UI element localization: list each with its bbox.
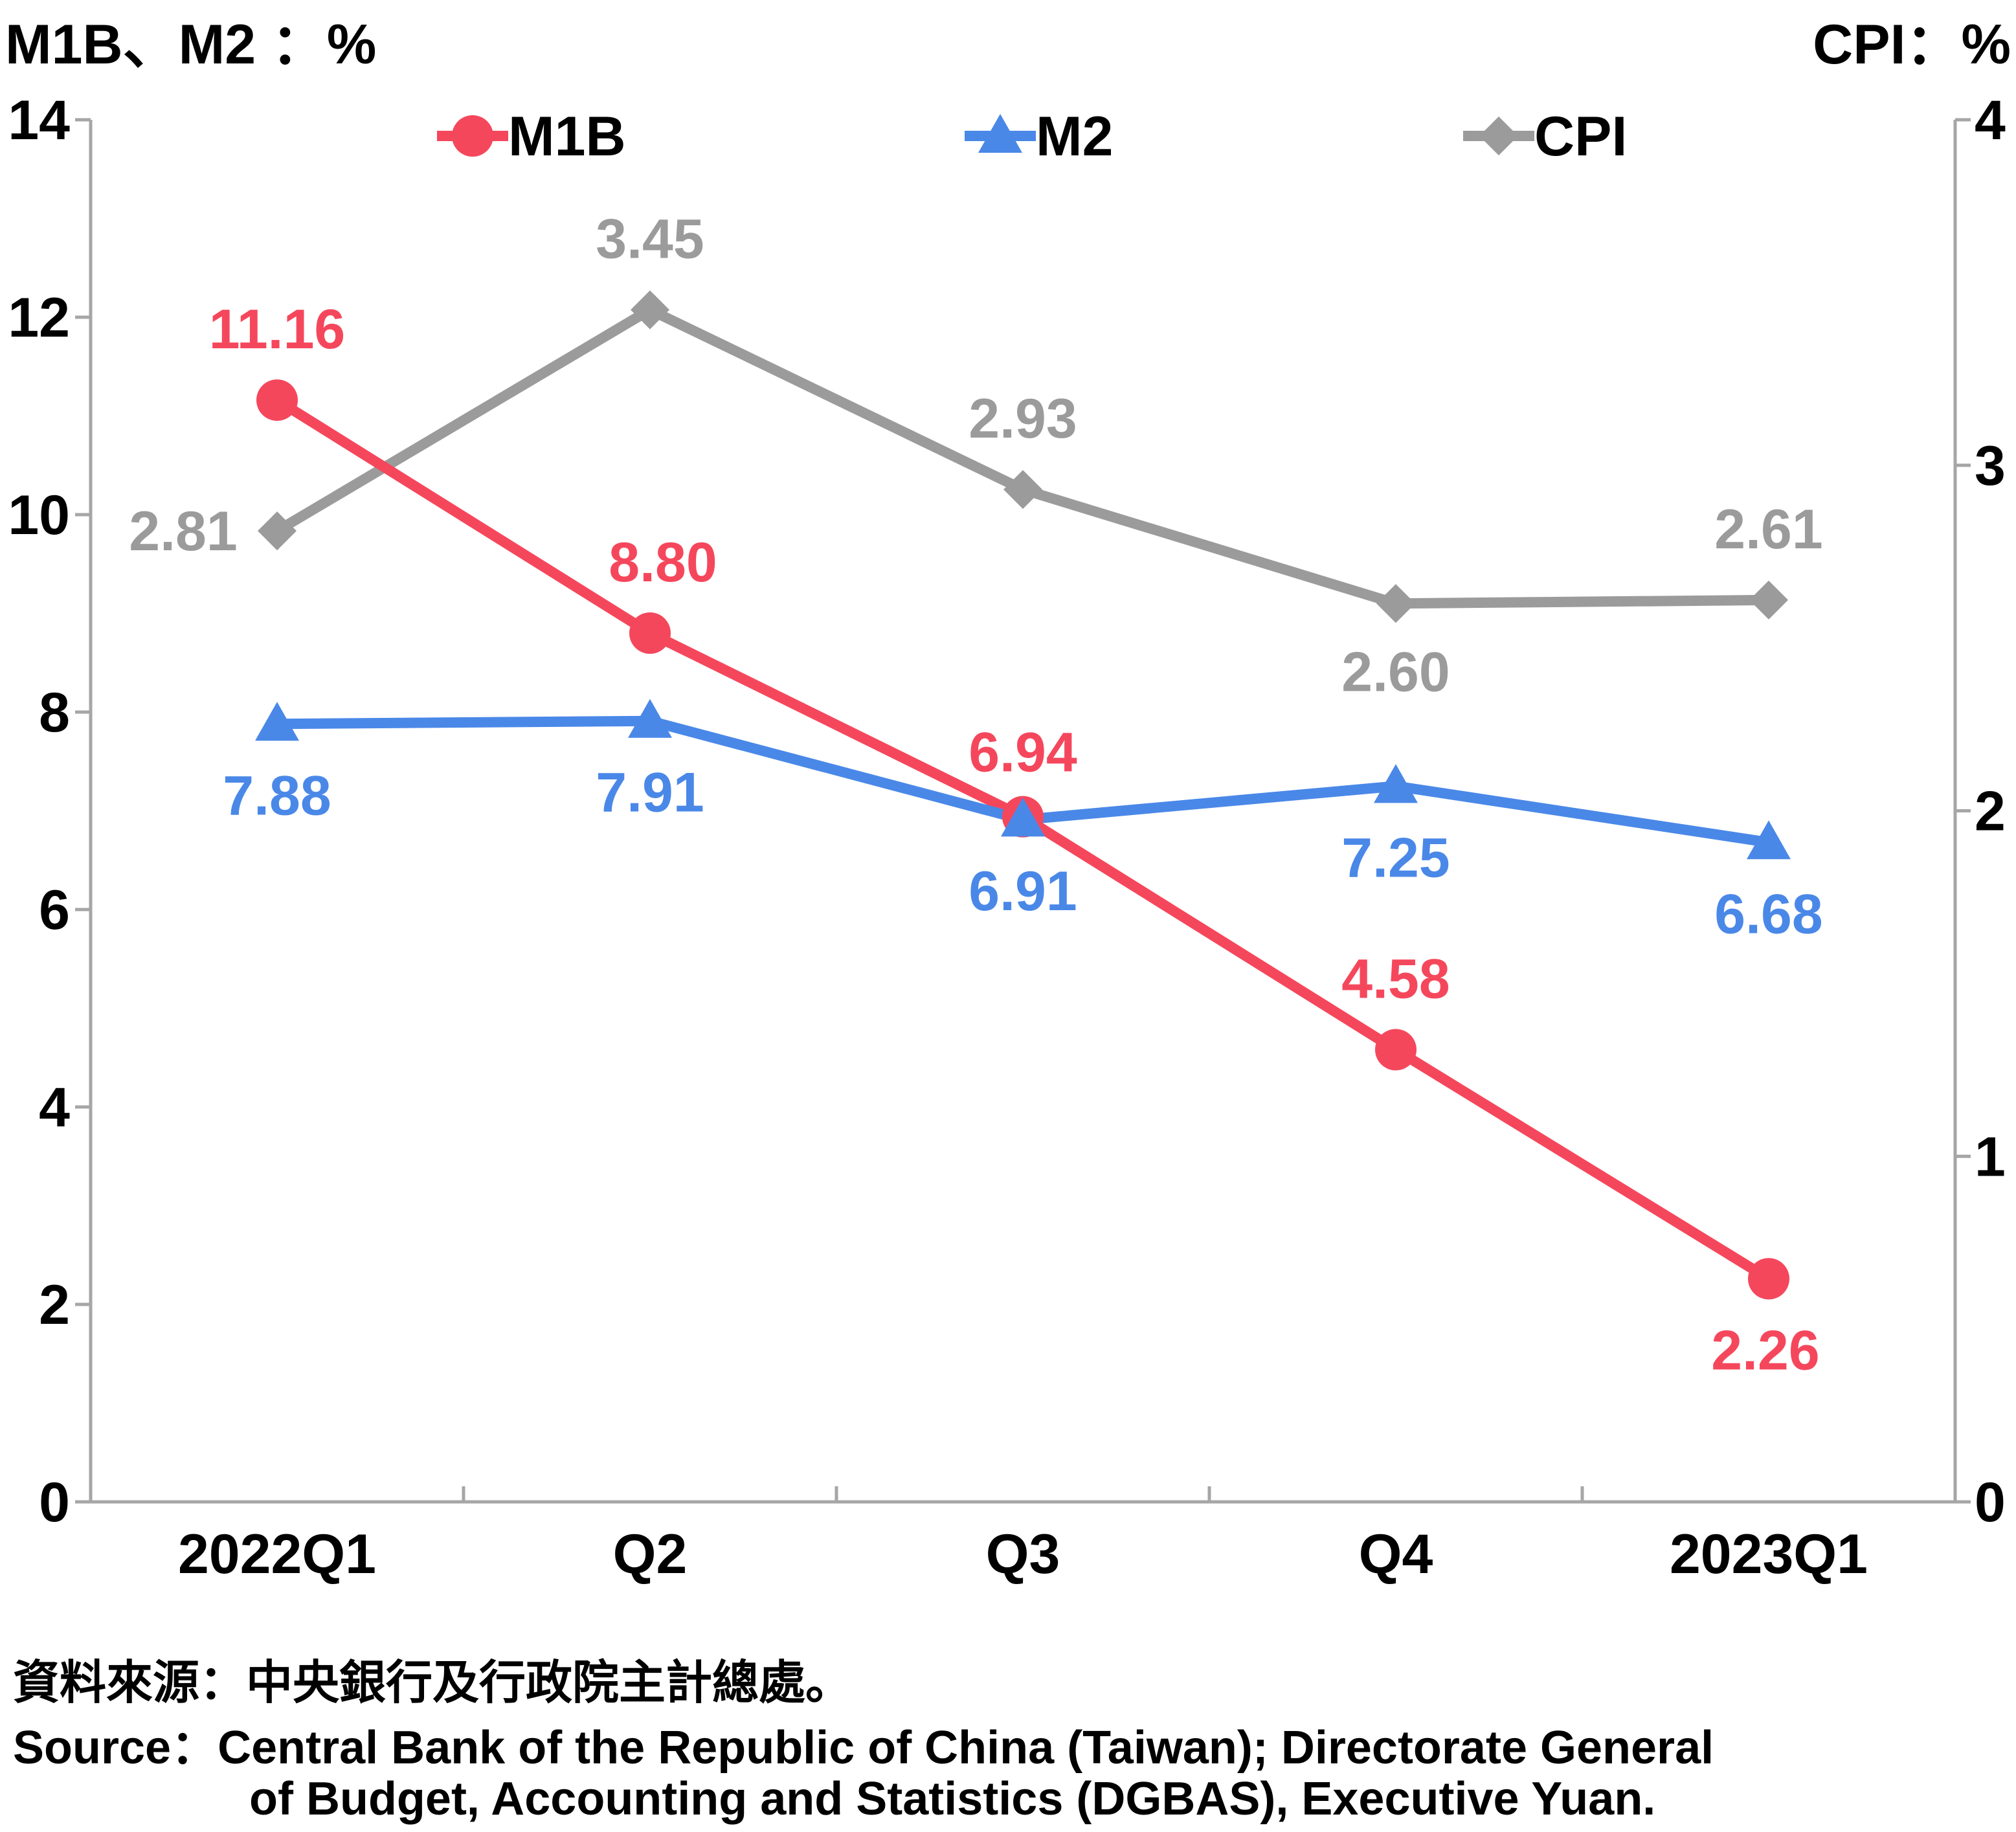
data-label-m1b: 4.58: [1341, 948, 1450, 1011]
data-label-m2: 7.88: [223, 765, 331, 827]
data-label-m1b: 6.94: [969, 722, 1077, 784]
left-axis-title: M1B、M2 ：%: [5, 14, 376, 76]
marker-m1b: [256, 379, 298, 421]
x-axis-category-label: Q4: [1359, 1523, 1433, 1585]
marker-m2: [1747, 820, 1791, 860]
legend-marker-cpi: [1479, 117, 1518, 155]
data-label-cpi: 2.61: [1714, 498, 1822, 561]
x-axis-category-label: Q3: [986, 1523, 1060, 1585]
left-axis-tick-label: 10: [8, 484, 70, 546]
marker-m2: [1001, 798, 1045, 837]
data-label-cpi: 2.93: [969, 388, 1077, 450]
data-label-m2: 7.91: [596, 762, 704, 824]
source-note-english-continued: of Budget, Accounting and Statistics (DG…: [249, 1773, 1656, 1825]
data-labels: 2.81 3.45 2.93 2.60 2.61 11.16 8.80 6.94 4.58 2.2…: [129, 208, 1822, 1382]
legend-label-m2: M2: [1036, 106, 1113, 168]
left-axis-tick-label: 2: [39, 1274, 70, 1336]
right-axis-tick-label: 2: [1975, 781, 2006, 843]
x-axis-category-label: 2022Q1: [178, 1523, 376, 1585]
right-axis-tick-label: 4: [1975, 89, 2006, 151]
marker-m1b: [1375, 1029, 1417, 1071]
legend: M1B M2 CPI: [437, 106, 1627, 168]
legend-label-m1b: M1B: [508, 106, 626, 168]
data-label-m1b: 8.80: [609, 531, 717, 594]
marker-cpi: [1003, 470, 1042, 509]
x-axis-category-label: 2023Q1: [1670, 1523, 1868, 1585]
legend-marker-m2: [978, 114, 1022, 153]
data-label-m2: 6.68: [1714, 883, 1822, 945]
marker-m2: [255, 702, 299, 741]
x-axis-category-label: Q2: [613, 1523, 688, 1585]
legend-label-cpi: CPI: [1534, 106, 1627, 168]
left-axis-tick-label: 4: [39, 1077, 70, 1139]
series-line-m1b: [274, 396, 1772, 1284]
marker-m1b: [629, 612, 671, 654]
source-note-english: Source：Central Bank of the Republic of C…: [13, 1722, 1714, 1774]
series-line-cpi: [274, 304, 1769, 609]
marker-m1b: [1748, 1258, 1789, 1300]
data-label-cpi: 2.60: [1341, 641, 1450, 703]
series-lines: [274, 304, 1772, 1284]
left-axis-tick-label: 12: [8, 287, 70, 349]
marker-cpi: [258, 511, 297, 551]
right-axis-title: CPI：%: [1813, 14, 2011, 76]
data-label-cpi: 3.45: [596, 208, 704, 271]
data-label-m2: 6.91: [969, 860, 1077, 922]
marker-cpi: [631, 290, 669, 330]
left-axis-tick-label: 0: [39, 1471, 70, 1534]
right-axis-tick-label: 1: [1975, 1126, 2006, 1188]
data-label-m1b: 11.16: [209, 298, 345, 361]
right-axis-tick-label: 3: [1975, 435, 2006, 497]
marker-m2: [1374, 764, 1418, 803]
left-axis-tick-label: 14: [8, 89, 70, 151]
marker-cpi: [1749, 580, 1788, 620]
data-label-m2: 7.25: [1341, 827, 1450, 889]
series-markers: [255, 290, 1791, 1300]
left-axis-tick-label: 8: [39, 682, 70, 744]
left-axis-tick-label: 6: [39, 879, 70, 941]
source-note-chinese: 資料來源：中央銀行及行政院主計總處。: [13, 1657, 853, 1709]
marker-m2: [628, 698, 672, 738]
legend-marker-m1b: [452, 115, 493, 157]
marker-cpi: [1376, 584, 1415, 623]
data-label-cpi: 2.81: [129, 500, 237, 563]
right-axis-tick-label: 0: [1975, 1471, 2006, 1534]
data-label-m1b: 2.26: [1711, 1319, 1819, 1381]
